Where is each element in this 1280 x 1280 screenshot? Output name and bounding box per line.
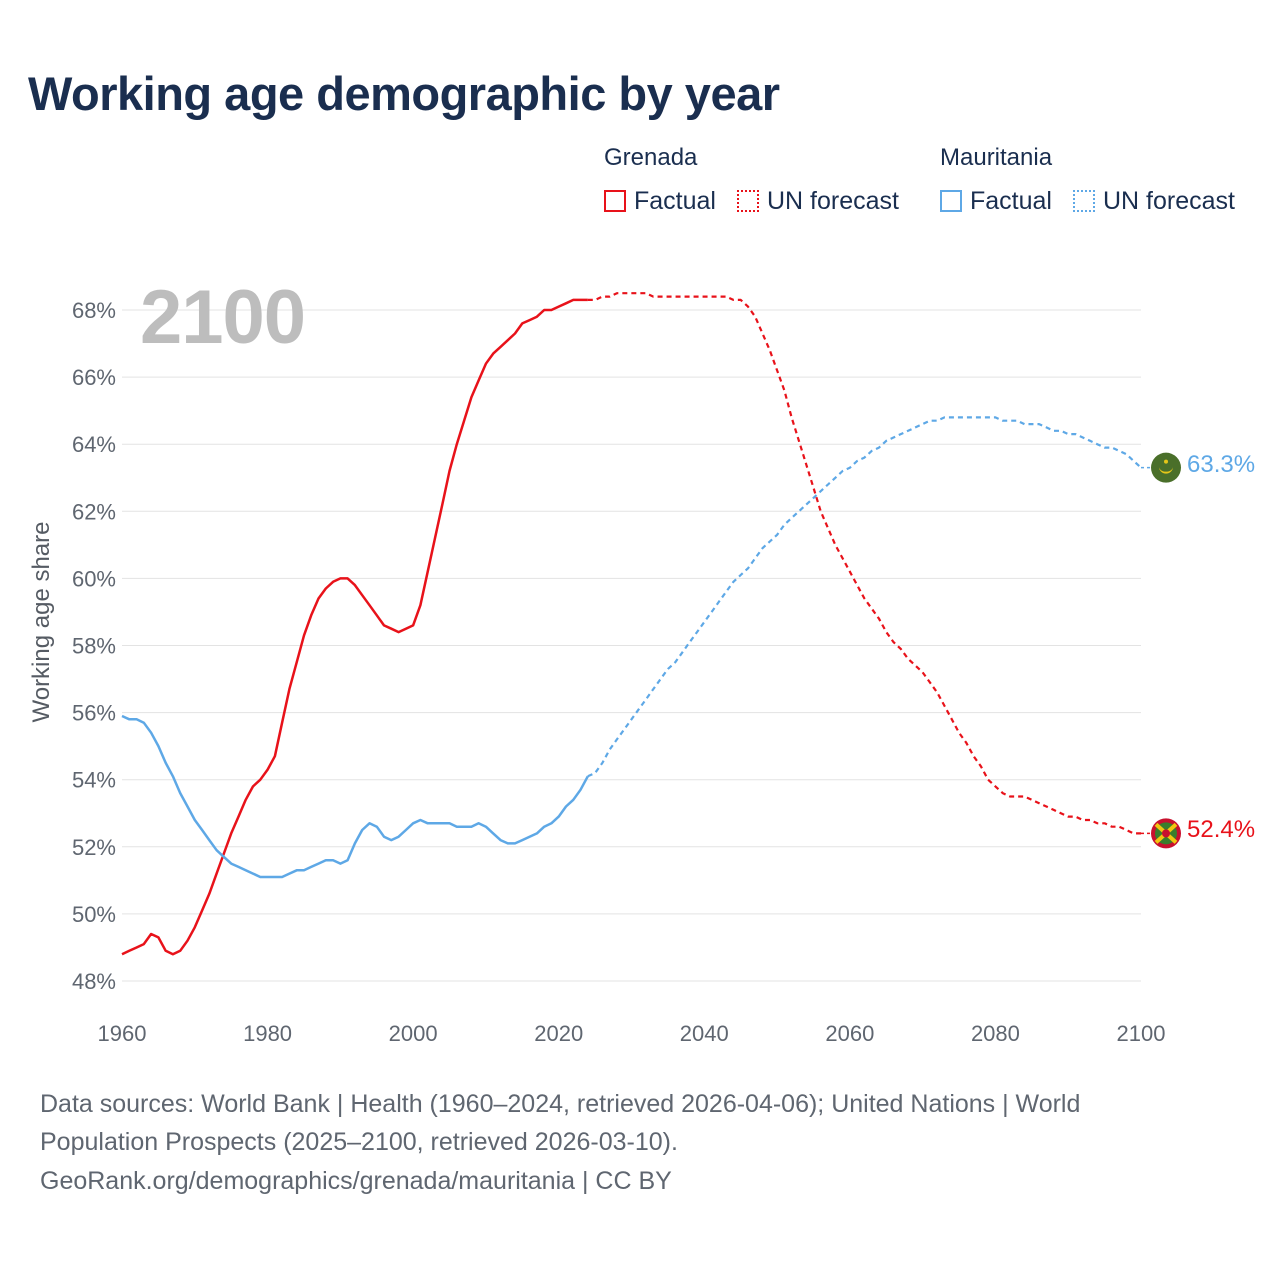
chart-title: Working age demographic by year (28, 67, 780, 120)
y-tick-label: 54% (72, 768, 116, 793)
y-tick-label: 68% (72, 298, 116, 323)
legend-mauritania-title: Mauritania (940, 144, 1053, 171)
dotted-swatch-icon (737, 190, 759, 212)
legend-mauritania-factual[interactable]: Factual (940, 186, 1052, 216)
legend-grenada-title: Grenada (604, 144, 698, 171)
x-tick-label: 1960 (98, 1021, 147, 1046)
legend-grenada-forecast[interactable]: UN forecast (737, 186, 899, 216)
y-tick-label: 56% (72, 701, 116, 726)
footer-attribution[interactable]: GeoRank.org/demographics/grenada/maurita… (40, 1167, 672, 1195)
dotted-swatch-icon (1073, 190, 1095, 212)
x-tick-label: 2080 (971, 1021, 1020, 1046)
x-tick-label: 2040 (680, 1021, 729, 1046)
footer-sources-line2: Population Prospects (2025–2100, retriev… (40, 1128, 678, 1156)
end-label-grenada: 52.4% (1187, 816, 1256, 843)
y-tick-label: 64% (72, 432, 116, 457)
x-tick-label: 2060 (825, 1021, 874, 1046)
y-tick-label: 66% (72, 365, 116, 390)
legend-mauritania-forecast[interactable]: UN forecast (1073, 186, 1235, 216)
series-line-mauritania-factual[interactable] (121, 714, 589, 879)
grenada-flag-icon (1151, 818, 1181, 849)
legend-label: Factual (970, 186, 1052, 215)
legend-label: UN forecast (767, 186, 899, 215)
series-line-grenada-factual[interactable] (121, 298, 588, 956)
year-watermark: 2100 (140, 275, 306, 360)
legend-label: UN forecast (1103, 186, 1235, 215)
footer-sources-line1: Data sources: World Bank | Health (1960–… (40, 1090, 1081, 1118)
y-tick-label: 58% (72, 634, 116, 659)
mauritania-flag-icon (1151, 452, 1181, 483)
legend-label: Factual (634, 186, 716, 215)
y-tick-label: 60% (72, 566, 116, 591)
solid-swatch-icon (604, 190, 626, 212)
y-axis-label: Working age share (28, 521, 55, 723)
series-line-grenada-forecast[interactable] (587, 292, 1141, 835)
x-tick-label: 2000 (389, 1021, 438, 1046)
series-line-mauritania-forecast[interactable] (587, 416, 1142, 778)
x-tick-label: 1980 (243, 1021, 292, 1046)
legend-grenada-factual[interactable]: Factual (604, 186, 716, 216)
y-tick-label: 48% (72, 969, 116, 994)
solid-swatch-icon (940, 190, 962, 212)
y-tick-label: 62% (72, 499, 116, 524)
x-tick-label: 2020 (534, 1021, 583, 1046)
end-label-mauritania: 63.3% (1187, 451, 1256, 478)
y-tick-label: 50% (72, 902, 116, 927)
x-tick-label: 2100 (1117, 1021, 1166, 1046)
y-tick-label: 52% (72, 835, 116, 860)
